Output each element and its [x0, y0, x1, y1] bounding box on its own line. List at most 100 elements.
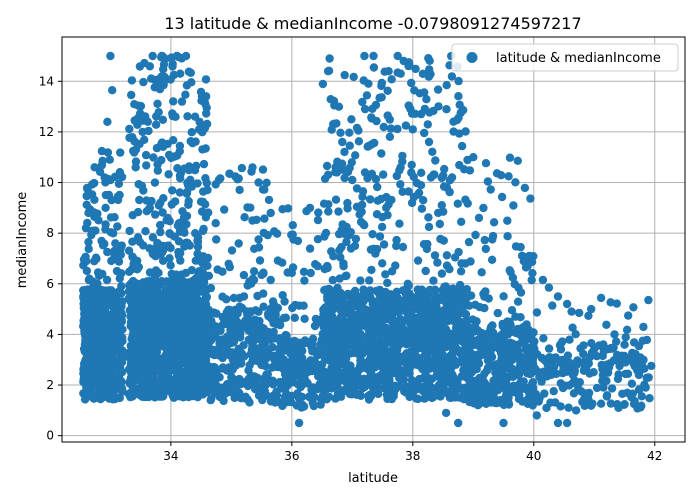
- scatter-point: [579, 349, 588, 359]
- scatter-point: [199, 159, 209, 169]
- scatter-point: [413, 394, 423, 404]
- scatter-point: [142, 161, 151, 170]
- scatter-point: [248, 163, 257, 172]
- scatter-point: [419, 196, 428, 205]
- scatter-point: [384, 67, 393, 76]
- scatter-point: [113, 222, 122, 231]
- scatter-point: [368, 104, 377, 114]
- scatter-point: [334, 102, 344, 111]
- scatter-point: [385, 347, 394, 356]
- scatter-point: [327, 311, 337, 321]
- scatter-point: [417, 204, 427, 213]
- scatter-point: [151, 210, 160, 219]
- scatter-point: [428, 147, 437, 156]
- scatter-point: [323, 263, 332, 273]
- scatter-point: [140, 294, 150, 304]
- scatter-point: [278, 258, 287, 267]
- scatter-point: [421, 266, 430, 276]
- scatter-point: [457, 217, 466, 226]
- scatter-point: [204, 341, 213, 350]
- scatter-point: [451, 388, 460, 397]
- scatter-point: [447, 288, 456, 297]
- scatter-point: [465, 166, 475, 175]
- scatter-point: [168, 62, 177, 71]
- scatter-point: [282, 390, 291, 399]
- x-tick-label: 42: [647, 449, 662, 463]
- scatter-point: [598, 364, 607, 374]
- scatter-point: [173, 164, 182, 173]
- scatter-point: [343, 198, 352, 208]
- scatter-point: [260, 375, 269, 384]
- scatter-point: [83, 318, 92, 327]
- scatter-point: [477, 268, 486, 277]
- scatter-point: [109, 349, 118, 359]
- scatter-point: [585, 352, 595, 362]
- scatter-point: [445, 304, 455, 313]
- scatter-point: [559, 365, 568, 374]
- scatter-point: [395, 219, 404, 228]
- scatter-point: [114, 257, 124, 266]
- scatter-point: [438, 381, 447, 391]
- scatter-point: [356, 356, 365, 365]
- scatter-point: [305, 203, 315, 213]
- scatter-point: [471, 300, 480, 309]
- scatter-point: [385, 115, 394, 124]
- scatter-point: [313, 215, 323, 225]
- scatter-point: [424, 213, 433, 222]
- scatter-point: [481, 159, 491, 168]
- scatter-point: [376, 331, 386, 340]
- scatter-point: [426, 307, 435, 316]
- scatter-point: [299, 267, 309, 276]
- scatter-point: [169, 70, 179, 80]
- scatter-point: [413, 256, 423, 265]
- scatter-point: [229, 293, 239, 303]
- scatter-point: [464, 237, 474, 247]
- scatter-point: [176, 256, 185, 265]
- scatter-point: [410, 86, 419, 95]
- scatter-point: [196, 124, 205, 133]
- scatter-point: [88, 277, 98, 286]
- scatter-point: [587, 304, 596, 314]
- scatter-point: [439, 182, 449, 191]
- scatter-point: [398, 368, 408, 377]
- scatter-point: [113, 192, 123, 201]
- scatter-point: [193, 375, 203, 385]
- scatter-point: [629, 359, 638, 368]
- scatter-point: [556, 358, 566, 367]
- scatter-point: [438, 388, 447, 397]
- scatter-point: [268, 297, 278, 306]
- scatter-point: [546, 366, 556, 375]
- scatter-point: [351, 234, 361, 244]
- scatter-point: [159, 65, 168, 74]
- scatter-point: [501, 398, 511, 407]
- scatter-point: [144, 126, 153, 136]
- scatter-point: [117, 241, 127, 250]
- scatter-point: [250, 336, 259, 345]
- scatter-point: [354, 137, 364, 146]
- scatter-point: [174, 237, 184, 246]
- scatter-point: [265, 335, 274, 344]
- scatter-point: [377, 93, 386, 102]
- scatter-point: [129, 328, 138, 337]
- scatter-point: [328, 275, 337, 285]
- scatter-point: [375, 290, 384, 299]
- scatter-point: [206, 283, 216, 293]
- scatter-point: [309, 401, 318, 411]
- scatter-point: [320, 286, 329, 295]
- scatter-point: [466, 291, 476, 300]
- scatter-point: [181, 351, 190, 360]
- scatter-point: [332, 330, 342, 339]
- scatter-point: [248, 216, 257, 225]
- scatter-point: [358, 338, 368, 347]
- scatter-point: [87, 309, 96, 318]
- scatter-point: [411, 64, 420, 74]
- scatter-point: [279, 313, 289, 323]
- scatter-point: [614, 370, 623, 379]
- scatter-point: [333, 361, 343, 370]
- scatter-point: [127, 76, 137, 85]
- scatter-point: [306, 268, 315, 278]
- scatter-point: [325, 54, 334, 63]
- scatter-point: [88, 392, 97, 402]
- scatter-point: [373, 182, 382, 192]
- scatter-point: [419, 386, 429, 396]
